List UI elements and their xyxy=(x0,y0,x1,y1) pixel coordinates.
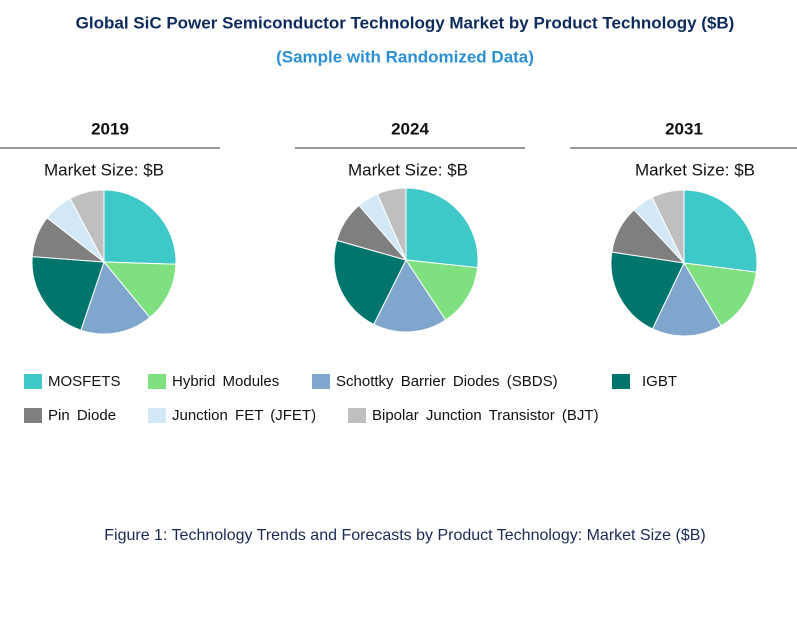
legend-label: IGBT xyxy=(642,373,677,390)
legend-swatch xyxy=(312,374,330,389)
legend-swatch xyxy=(148,408,166,423)
pie-title: 2031 xyxy=(665,119,703,138)
pie-title: 2019 xyxy=(91,119,129,138)
pie-subtitle: Market Size: $B xyxy=(44,160,164,179)
pie-slice xyxy=(102,261,177,319)
legend-label: Junction FET (JFET) xyxy=(172,407,316,424)
legend-swatch xyxy=(24,408,42,423)
legend-swatch xyxy=(612,374,630,389)
legend-swatch xyxy=(24,374,42,389)
pie-slice xyxy=(376,187,407,261)
pie-slice xyxy=(610,251,685,330)
pie-slice xyxy=(31,256,105,331)
pie-slice xyxy=(651,261,722,337)
chart-title: Global SiC Power Semiconductor Technolog… xyxy=(76,13,735,32)
legend-label: Schottky Barrier Diodes (SBDS) xyxy=(336,373,558,390)
chart-subtitle: (Sample with Randomized Data) xyxy=(276,47,534,66)
legend-swatch xyxy=(348,408,366,423)
pie-title: 2024 xyxy=(391,119,429,138)
pie-slice xyxy=(405,187,479,269)
pie-slice xyxy=(333,239,407,326)
pie-slice xyxy=(103,189,177,265)
legend-label: Pin Diode xyxy=(48,407,116,424)
legend-label: Bipolar Junction Transistor (BJT) xyxy=(372,407,599,424)
pie-slice xyxy=(683,189,758,273)
legend-label: Hybrid Modules xyxy=(172,373,279,390)
caption: Figure 1: Technology Trends and Forecast… xyxy=(104,527,706,544)
pie-subtitle: Market Size: $B xyxy=(348,160,468,179)
pie-slice xyxy=(683,262,757,327)
pie-slice xyxy=(404,259,479,321)
pie-slice xyxy=(373,259,447,333)
pie-slice xyxy=(651,189,685,264)
legend-swatch xyxy=(148,374,166,389)
legend-label: MOSFETS xyxy=(48,373,121,390)
pie-subtitle: Market Size: $B xyxy=(635,160,755,179)
pie-slice xyxy=(69,189,105,263)
